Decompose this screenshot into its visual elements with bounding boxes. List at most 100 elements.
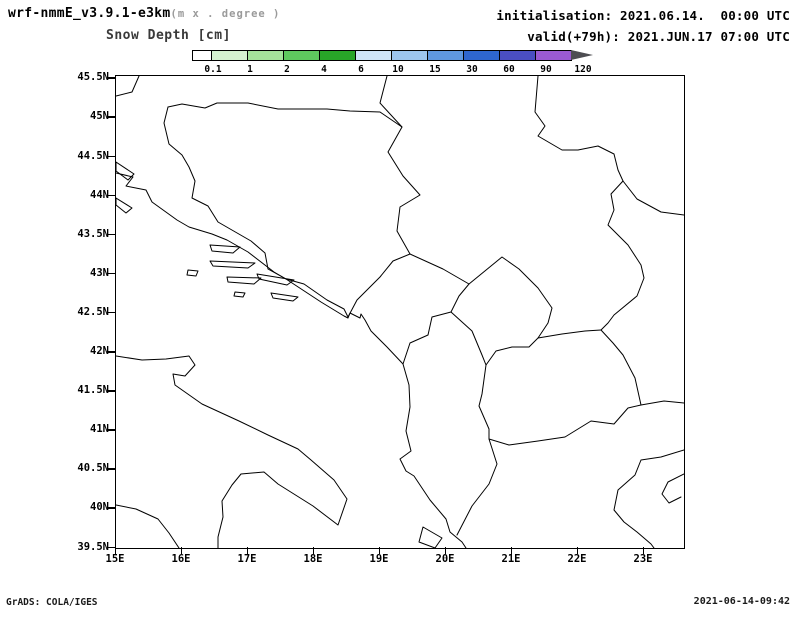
lon-tick-label: 21E bbox=[501, 553, 521, 565]
lon-tick-label: 18E bbox=[303, 553, 323, 565]
coastline-italy-tyrrhenian bbox=[116, 504, 180, 548]
colorbar-segment bbox=[247, 50, 284, 61]
lon-tick-mark bbox=[642, 547, 644, 554]
colorbar-segment bbox=[535, 50, 572, 61]
init-line: initialisation: 2021.06.14. 00:00 UTC bbox=[496, 5, 790, 26]
lat-tick-mark bbox=[108, 429, 115, 431]
coastline-adriatic-east bbox=[116, 172, 467, 548]
lat-tick-label: 44N bbox=[90, 188, 109, 201]
colorbar-segment bbox=[211, 50, 248, 61]
border-macedonia-albania bbox=[478, 364, 490, 440]
init-label: initialisation: bbox=[496, 8, 613, 23]
lat-tick-mark bbox=[108, 233, 115, 236]
colorbar-label: 4 bbox=[321, 64, 327, 75]
model-name: wrf-nmmE_v3.9.1-e3km bbox=[8, 6, 171, 21]
lat-tick-label: 45N bbox=[90, 110, 109, 123]
colorbar-label: 90 bbox=[540, 64, 552, 75]
valid-datetime: 2021.JUN.17 07:00 UTC bbox=[627, 29, 790, 44]
init-datetime: 2021.06.14. 00:00 UTC bbox=[620, 8, 790, 23]
lat-tick-mark bbox=[108, 390, 115, 392]
lat-tick-mark bbox=[108, 507, 115, 509]
border-serbia-bulgaria bbox=[600, 180, 645, 331]
colorbar-label: 30 bbox=[466, 64, 478, 75]
colorbar-segment bbox=[427, 50, 464, 61]
lat-tick-label: 40N bbox=[90, 501, 109, 514]
colorbar-label: 1 bbox=[247, 64, 253, 75]
lon-tick-mark bbox=[180, 547, 182, 554]
lon-tick-mark bbox=[444, 547, 446, 554]
coastline-italy-adriatic bbox=[116, 355, 348, 548]
border-macedonia-greece bbox=[488, 404, 642, 446]
lon-tick-mark bbox=[246, 547, 248, 554]
lat-tick-label: 45.5N bbox=[77, 71, 109, 84]
border-drina-bosnia-serbia bbox=[387, 126, 421, 255]
map-coastlines-svg bbox=[116, 76, 684, 548]
lat-tick-label: 42N bbox=[90, 345, 109, 357]
colorbar-label: 120 bbox=[574, 64, 592, 75]
lat-tick-mark bbox=[108, 311, 115, 314]
border-serbia-macedonia bbox=[537, 329, 602, 339]
lon-tick-label: 19E bbox=[369, 553, 389, 565]
creation-timestamp: 2021-06-14-09:42 bbox=[693, 596, 790, 607]
lat-tick-label: 42.5N bbox=[77, 305, 109, 318]
border-bosnia-south bbox=[285, 278, 349, 318]
lon-tick-mark bbox=[576, 547, 578, 554]
border-slovenia-croatia bbox=[116, 76, 140, 97]
colorbar-segment bbox=[463, 50, 500, 61]
colorbar-segment bbox=[355, 50, 392, 61]
colorbar: 0.1 1 2 4 6 10 15 30 60 90 120 bbox=[192, 50, 613, 78]
lat-tick-mark bbox=[108, 546, 115, 548]
colorbar-label: 0.1 bbox=[204, 64, 222, 75]
lat-tick-mark bbox=[108, 77, 115, 79]
lat-tick-label: 39.5N bbox=[77, 540, 109, 553]
valid-label: valid(+79h): bbox=[527, 29, 621, 44]
border-montenegro bbox=[347, 253, 470, 365]
lon-tick-label: 23E bbox=[633, 553, 653, 565]
lon-tick-mark bbox=[312, 547, 314, 554]
lon-tick-label: 20E bbox=[435, 553, 455, 565]
lon-tick-label: 17E bbox=[237, 553, 257, 565]
lon-tick-label: 16E bbox=[171, 553, 191, 565]
lat-tick-label: 41N bbox=[90, 423, 109, 436]
colorbar-segment bbox=[391, 50, 428, 61]
border-croatia-serbia bbox=[379, 76, 403, 128]
colorbar-label: 60 bbox=[503, 64, 515, 75]
model-title-line: wrf-nmmE_v3.9.1-e3km(m x . degree ) bbox=[8, 6, 280, 21]
lat-tick-mark bbox=[108, 468, 115, 470]
border-bulgaria-macedonia bbox=[600, 329, 642, 406]
colorbar-segment bbox=[192, 50, 212, 61]
lon-tick-mark bbox=[510, 547, 512, 554]
valid-space bbox=[620, 29, 628, 44]
init-value bbox=[612, 8, 620, 23]
map-frame bbox=[115, 75, 685, 549]
lat-tick-mark bbox=[108, 351, 115, 353]
lon-tick-mark bbox=[114, 547, 116, 554]
border-bosnia-north-sava bbox=[167, 102, 403, 128]
colorbar-segment bbox=[319, 50, 356, 61]
colorbar-label: 15 bbox=[429, 64, 441, 75]
lat-tick-mark bbox=[108, 272, 115, 275]
lat-tick-label: 43.5N bbox=[77, 227, 109, 240]
lat-tick-mark bbox=[108, 194, 115, 197]
lon-tick-label: 22E bbox=[567, 553, 587, 565]
colorbar-label: 6 bbox=[358, 64, 364, 75]
border-bosnia-west bbox=[163, 106, 287, 280]
model-grid-note: (m x . degree ) bbox=[170, 8, 281, 20]
lat-tick-label: 44.5N bbox=[77, 149, 109, 162]
colorbar-label: 2 bbox=[284, 64, 290, 75]
colorbar-segments bbox=[192, 50, 593, 61]
valid-line: valid(+79h): 2021.JUN.17 07:00 UTC bbox=[496, 26, 790, 47]
lat-tick-mark bbox=[108, 116, 115, 118]
colorbar-overflow-arrow bbox=[571, 50, 593, 60]
colorbar-label: 10 bbox=[392, 64, 404, 75]
border-albania-greece bbox=[456, 438, 498, 536]
border-romania-bulgaria-danube bbox=[622, 180, 684, 216]
colorbar-segment bbox=[283, 50, 320, 61]
lat-tick-label: 40.5N bbox=[77, 462, 109, 475]
lat-tick-label: 43N bbox=[90, 266, 109, 279]
lat-tick-mark bbox=[108, 155, 115, 157]
colorbar-segment bbox=[499, 50, 536, 61]
border-bulgaria-greece bbox=[640, 400, 684, 406]
lat-tick-label: 41.5N bbox=[77, 384, 109, 397]
